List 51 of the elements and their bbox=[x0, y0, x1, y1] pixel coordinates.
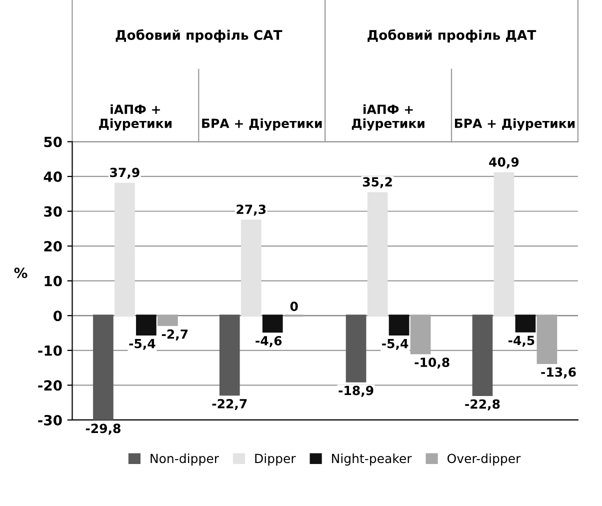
x-tick-label: іАПФ + Діуретики bbox=[352, 104, 424, 131]
data-label: -18,9 bbox=[338, 386, 374, 397]
bar bbox=[472, 314, 493, 396]
data-label: -5,4 bbox=[382, 338, 408, 350]
y-tick-label: 20 bbox=[44, 241, 62, 252]
y-axis-title: % bbox=[14, 268, 28, 278]
data-label: -22,8 bbox=[465, 399, 500, 410]
data-label: -5,4 bbox=[129, 338, 156, 350]
bar bbox=[388, 314, 410, 336]
data-label: 35,2 bbox=[362, 177, 392, 188]
bar bbox=[367, 192, 388, 317]
legend-label: Over-dipper bbox=[448, 453, 521, 466]
bar bbox=[240, 220, 262, 317]
x-tick-label: іАПФ + Діуретики bbox=[99, 104, 172, 131]
data-label: -13,6 bbox=[541, 367, 576, 378]
y-tick-label: 0 bbox=[54, 310, 62, 322]
y-tick-label: 30 bbox=[44, 206, 62, 217]
data-label: -29,8 bbox=[86, 424, 120, 435]
x-tick-label: БРА + Діуретики bbox=[202, 118, 322, 131]
legend-label: Non-dipper bbox=[150, 453, 220, 466]
data-label: -22,7 bbox=[212, 398, 247, 410]
bar bbox=[93, 314, 114, 420]
bar bbox=[158, 314, 178, 326]
text: Добовий профіль САТ bbox=[116, 29, 282, 43]
data-label: -2,7 bbox=[162, 329, 188, 340]
data-label: 37,9 bbox=[110, 168, 140, 179]
y-tick-label: 40 bbox=[44, 171, 62, 182]
legend-label: Night-peaker bbox=[332, 453, 412, 466]
data-label: 27,3 bbox=[236, 204, 266, 216]
y-tick-label: -30 bbox=[38, 414, 62, 426]
bar bbox=[536, 314, 558, 364]
data-label: -4,6 bbox=[256, 336, 282, 348]
data-label: -4,5 bbox=[508, 336, 534, 347]
bar bbox=[410, 314, 431, 354]
y-tick-label: 50 bbox=[44, 136, 62, 148]
legend-label: Dipper bbox=[255, 453, 296, 466]
data-label: 0 bbox=[290, 302, 298, 312]
y-tick-label: -20 bbox=[38, 380, 62, 391]
data-label: 40,9 bbox=[489, 157, 519, 168]
y-tick-label: -10 bbox=[38, 345, 62, 356]
bar bbox=[346, 314, 366, 382]
bar bbox=[219, 314, 240, 396]
bar bbox=[262, 314, 283, 333]
bar bbox=[515, 314, 536, 332]
bar bbox=[494, 172, 514, 317]
y-tick-label: 10 bbox=[44, 276, 62, 286]
text: Добовий профіль ДАТ bbox=[368, 29, 536, 43]
data-label: -10,8 bbox=[414, 358, 450, 369]
bar bbox=[114, 182, 135, 317]
x-tick-label: БРА + Діуретики bbox=[454, 118, 575, 131]
bar bbox=[136, 314, 156, 336]
